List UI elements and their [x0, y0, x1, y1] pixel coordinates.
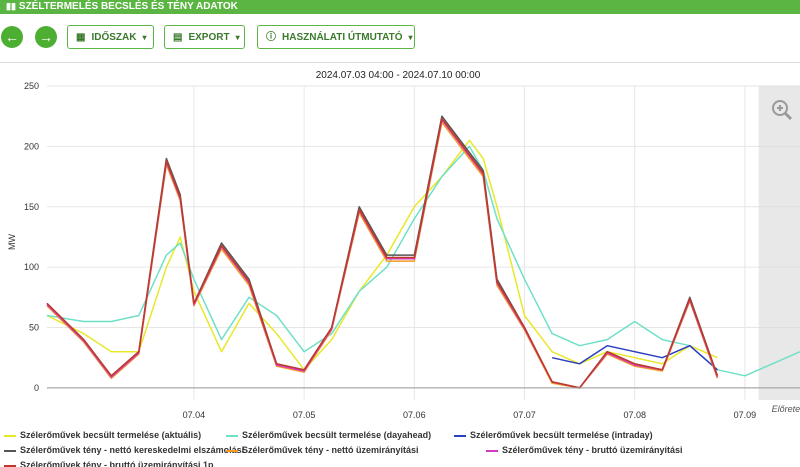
- caret-down-icon: ▾: [142, 33, 147, 42]
- legend-item[interactable]: Szélerőművek becsült termelése (intraday…: [454, 430, 653, 440]
- export-label: EXPORT: [188, 32, 230, 43]
- y-tick-label: 150: [24, 202, 39, 212]
- series-line-3: [551, 344, 718, 371]
- x-tick-label: 07.09: [734, 410, 757, 420]
- x-tick-label: 07.04: [183, 410, 206, 420]
- legend-label: Szélerőművek becsült termelése (aktuális…: [20, 430, 202, 440]
- legend-label: Szélerőművek tény - bruttó üzemirányítás…: [20, 460, 214, 467]
- arrow-left-icon: ←: [5, 29, 19, 45]
- y-tick-label: 200: [24, 141, 39, 151]
- legend-swatch: [4, 434, 16, 437]
- x-tick-labels: 07.04 07.05 07.06 07.07 07.08 07.09: [183, 410, 757, 420]
- guide-button[interactable]: ⓘ HASZNÁLATI ÚTMUTATÓ ▾: [257, 25, 415, 49]
- legend-item[interactable]: Szélerőművek tény - nettó üzemirányítási: [226, 445, 419, 455]
- forecast-region: [758, 86, 800, 400]
- series-line-7: [46, 117, 719, 389]
- legend-item[interactable]: Szélerőművek tény - nettó kereskedelmi e…: [4, 445, 244, 455]
- toolbar: ← → ▦ IDŐSZAK ▾ ▤ EXPORT ▾ ⓘ HASZNÁLATI ÚTMUT…: [0, 22, 800, 56]
- series-layer: [46, 115, 800, 389]
- legend-label: Szélerőművek becsült termelése (intraday…: [470, 430, 653, 440]
- legend-item[interactable]: Szélerőművek becsült termelése (dayahead…: [226, 430, 431, 440]
- y-tick-label: 0: [34, 383, 39, 393]
- x-tick-label: 07.06: [403, 410, 426, 420]
- divider: [0, 62, 800, 63]
- legend-label: Szélerőművek tény - bruttó üzemirányítás…: [502, 445, 683, 455]
- x-tick-label: 07.05: [293, 410, 316, 420]
- arrow-right-icon: →: [39, 29, 53, 45]
- grid: [47, 85, 800, 400]
- legend-swatch: [4, 464, 16, 467]
- series-line-1: [46, 139, 718, 371]
- caret-down-icon: ▾: [235, 33, 240, 42]
- y-axis-label: MW: [7, 234, 17, 250]
- page-title: SZÉLTERMELÉS BECSLÉS ÉS TÉNY ADATOK: [18, 1, 238, 12]
- y-tick-label: 100: [24, 262, 39, 272]
- legend-item[interactable]: Szélerőművek tény - bruttó üzemirányítás…: [486, 445, 683, 455]
- y-tick-labels: 0 50 100 150 200 250: [24, 81, 39, 393]
- x-tick-label: 07.08: [623, 410, 646, 420]
- caret-down-icon: ▾: [408, 33, 413, 42]
- forward-button[interactable]: →: [35, 26, 57, 48]
- bar-chart-icon: ▮▮: [6, 1, 16, 11]
- file-icon: ▤: [173, 32, 183, 43]
- back-button[interactable]: ←: [1, 26, 23, 48]
- legend-label: Szélerőművek becsült termelése (dayahead…: [242, 430, 432, 440]
- x-tick-label: 07.07: [513, 410, 536, 420]
- legend-swatch: [454, 434, 466, 437]
- period-button[interactable]: ▦ IDŐSZAK ▾: [67, 25, 154, 49]
- legend-swatch: [4, 449, 16, 452]
- legend-swatch: [226, 434, 238, 437]
- calendar-icon: ▦: [76, 32, 86, 43]
- forecast-label: Előrete: [772, 404, 800, 414]
- chart-legend: Szélerőművek becsült termelése (aktuális…: [0, 424, 800, 467]
- legend-swatch: [226, 449, 238, 452]
- legend-label: Szélerőművek tény - nettó üzemirányítási: [242, 445, 419, 455]
- y-tick-label: 50: [29, 323, 39, 333]
- y-tick-label: 250: [24, 81, 39, 91]
- guide-label: HASZNÁLATI ÚTMUTATÓ: [282, 32, 403, 43]
- legend-label: Szélerőművek tény - nettó kereskedelmi e…: [20, 445, 245, 455]
- legend-swatch: [486, 449, 498, 452]
- header-bar: ▮▮ SZÉLTERMELÉS BECSLÉS ÉS TÉNY ADATOK: [0, 0, 800, 14]
- legend-item[interactable]: Szélerőművek tény - bruttó üzemirányítás…: [4, 460, 214, 467]
- export-button[interactable]: ▤ EXPORT ▾: [164, 25, 245, 49]
- chart-title: 2024.07.03 04:00 - 2024.07.10 00:00: [316, 70, 481, 81]
- zoom-icon[interactable]: [772, 100, 793, 121]
- info-icon: ⓘ: [266, 32, 276, 43]
- series-line-2: [46, 145, 800, 377]
- period-label: IDŐSZAK: [91, 32, 137, 43]
- legend-item[interactable]: Szélerőművek becsült termelése (aktuális…: [4, 430, 201, 440]
